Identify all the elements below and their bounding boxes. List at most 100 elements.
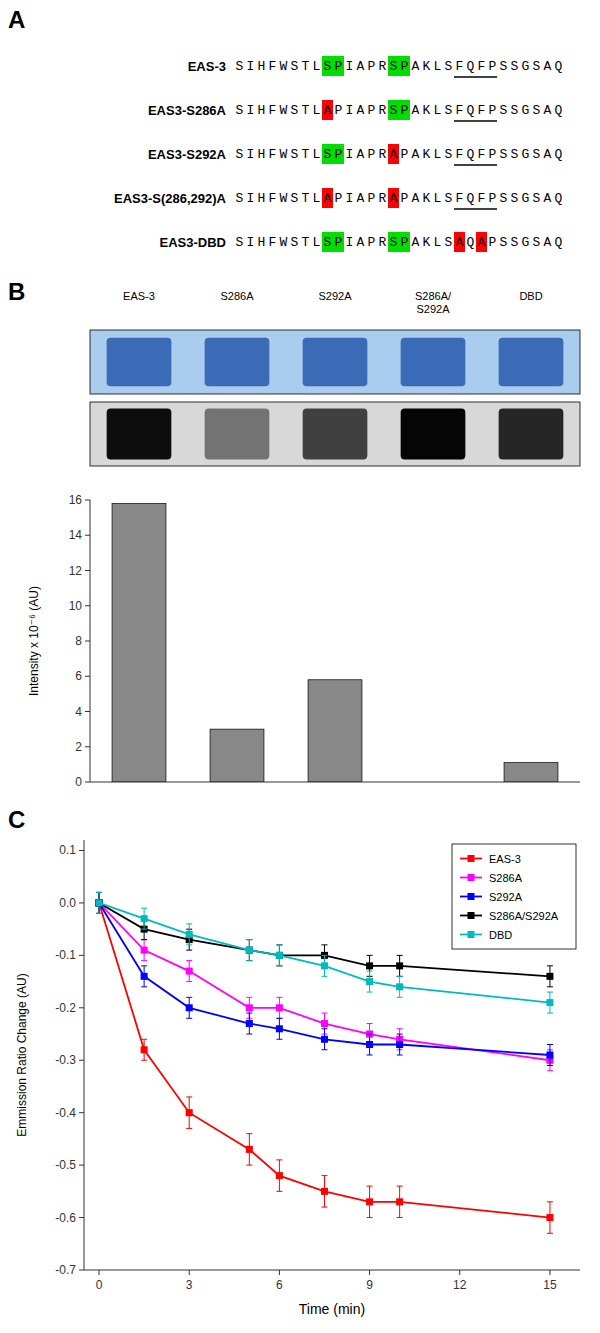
- marker: [321, 1020, 328, 1027]
- error-bar: [276, 945, 282, 966]
- sequence-segment: SSGSAQ: [500, 191, 563, 206]
- y-tick-label: -0.1: [55, 948, 76, 962]
- marker: [321, 1036, 328, 1043]
- motif-underline: [454, 208, 497, 209]
- sequence-segment: FQFP: [456, 103, 497, 118]
- error-bar: [186, 1097, 192, 1128]
- blot-background: [90, 402, 580, 466]
- y-tick: [85, 535, 90, 536]
- sequence-segment: P: [401, 103, 409, 118]
- residue-highlight: [388, 56, 399, 76]
- sequence-segment: P: [335, 147, 343, 162]
- y-tick-label: 8: [75, 634, 82, 648]
- sequence-segment: PAKLS: [401, 147, 453, 162]
- sequence-segment: PSSGSAQ: [489, 235, 563, 250]
- motif-underline: [454, 164, 497, 165]
- error-bar: [547, 992, 553, 1013]
- y-tick: [79, 1217, 84, 1218]
- sequence-segment: AKLS: [412, 235, 453, 250]
- error-bar: [141, 966, 147, 987]
- marker: [141, 973, 148, 980]
- sequence-segment: FQFP: [456, 147, 497, 162]
- column-label: DBD: [519, 290, 542, 302]
- error-bar: [141, 908, 147, 929]
- y-tick-label: 0.1: [59, 843, 76, 857]
- residue-highlight: [399, 56, 410, 76]
- error-bar: [367, 971, 373, 992]
- x-tick-label: 6: [276, 1278, 283, 1292]
- legend: EAS-3S286AS292AS286A/S292ADBD: [452, 844, 576, 949]
- marker: [186, 931, 193, 938]
- column-label: S286A: [220, 290, 254, 302]
- y-tick-label: 0: [75, 775, 82, 789]
- error-bar: [141, 940, 147, 961]
- sequence-segment: P: [335, 235, 343, 250]
- sequence-segment: S: [390, 103, 398, 118]
- bar: [112, 504, 166, 782]
- y-tick-label: 6: [75, 669, 82, 683]
- error-bar: [547, 1045, 553, 1066]
- marker: [276, 1172, 283, 1179]
- marker: [396, 983, 403, 990]
- sequence-segment: A: [456, 235, 464, 250]
- legend-label: S286A: [489, 872, 523, 884]
- bar: [504, 763, 558, 782]
- y-tick-label: -0.5: [55, 1158, 76, 1172]
- sequence-segment: S: [324, 235, 332, 250]
- gel-background: [90, 330, 580, 394]
- motif-underline: [454, 76, 497, 77]
- error-bar: [321, 1176, 327, 1207]
- sequence-segment: SIHFWSTL: [236, 103, 321, 118]
- y-tick: [79, 1165, 84, 1166]
- y-tick-label: 16: [69, 493, 83, 507]
- sequence-segment: S: [390, 235, 398, 250]
- y-tick-label: 0.0: [59, 896, 76, 910]
- sequence-segment: P: [401, 235, 409, 250]
- blot-band: [205, 408, 270, 459]
- sequence-segment: Q: [467, 235, 475, 250]
- blot-band: [401, 408, 466, 459]
- error-bar: [397, 1186, 403, 1217]
- sequence-segment: SIHFWSTL: [236, 59, 321, 74]
- marker: [546, 973, 553, 980]
- residue-highlight: [476, 232, 487, 252]
- sequence-segment: P: [401, 59, 409, 74]
- y-axis-label: Emmission Ratio Change (AU): [15, 973, 29, 1136]
- x-axis-label: Time (min): [299, 1301, 365, 1317]
- sequence-segment: A: [324, 103, 332, 118]
- marker: [96, 899, 103, 906]
- y-tick-label: 2: [75, 740, 82, 754]
- y-axis: 0246810121416: [69, 493, 90, 789]
- marker: [366, 962, 373, 969]
- sequence-segment: SIHFWSTL: [236, 147, 321, 162]
- gel-band: [303, 338, 368, 387]
- error-bar: [367, 1034, 373, 1055]
- sequence-segment: FQFP: [456, 191, 497, 206]
- marker: [96, 899, 103, 906]
- residue-highlight: [322, 232, 333, 252]
- error-bar: [186, 997, 192, 1018]
- row-label: EAS3-S286A: [148, 103, 227, 118]
- marker: [546, 1052, 553, 1059]
- x-tick-label: 0: [96, 1278, 103, 1292]
- y-tick: [85, 500, 90, 501]
- residue-highlight: [454, 232, 465, 252]
- y-tick-label: 12: [69, 564, 83, 578]
- marker: [141, 1046, 148, 1053]
- x-tick-label: 3: [186, 1278, 193, 1292]
- marker: [546, 999, 553, 1006]
- legend-frame: [452, 844, 576, 949]
- gel-band: [107, 338, 172, 387]
- row-label: EAS3-DBD: [160, 235, 226, 250]
- marker: [366, 978, 373, 985]
- residue-highlight: [388, 100, 399, 120]
- error-bar: [321, 955, 327, 976]
- y-tick: [85, 782, 90, 783]
- x-tick-label: 12: [453, 1278, 467, 1292]
- panel-title: A: [8, 6, 25, 33]
- marker: [246, 947, 253, 954]
- blot-band: [303, 408, 368, 459]
- y-tick: [85, 641, 90, 642]
- sequence-segment: P: [335, 59, 343, 74]
- y-tick-label: 4: [75, 705, 82, 719]
